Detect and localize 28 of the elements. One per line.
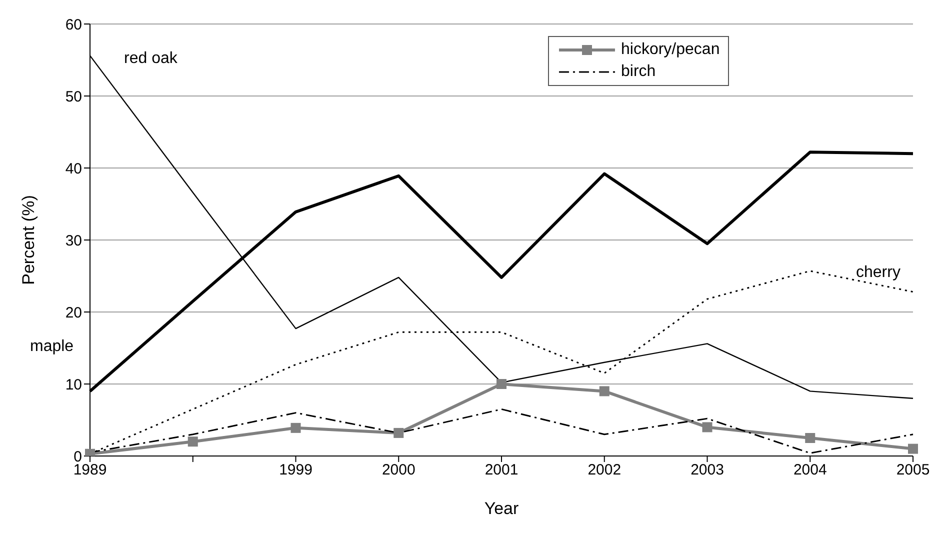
point [599, 386, 610, 396]
x-tick-label: 2001 [484, 462, 518, 479]
x-axis-title: Year [484, 499, 520, 518]
x-tick-label: 2005 [896, 462, 930, 479]
y-axis-title: Percent (%) [19, 195, 38, 285]
point [394, 428, 404, 438]
x-tick-label: 2000 [382, 462, 416, 479]
point [702, 422, 712, 432]
point [188, 436, 198, 447]
x-tick-label: 2002 [588, 462, 622, 479]
y-tick-label: 40 [65, 160, 82, 178]
point [496, 379, 506, 389]
y-tick-label: 20 [65, 304, 82, 322]
annotation: red oak [124, 50, 178, 68]
point [290, 422, 301, 433]
point [805, 433, 816, 443]
x-tick-label: 1999 [279, 462, 312, 479]
legend-label: hickory/pecan [621, 40, 720, 60]
y-tick-label: 50 [65, 88, 82, 106]
y-tick-label: 10 [65, 376, 82, 394]
legend-label: birch [621, 62, 656, 82]
y-tick-label: 60 [65, 16, 82, 34]
x-tick-label: 2004 [793, 462, 827, 479]
text: maple [30, 338, 74, 356]
y-tick-label: 30 [65, 232, 82, 250]
annotation: cherry [856, 264, 900, 282]
point [908, 444, 918, 454]
x-tick-label: 2003 [690, 462, 724, 479]
